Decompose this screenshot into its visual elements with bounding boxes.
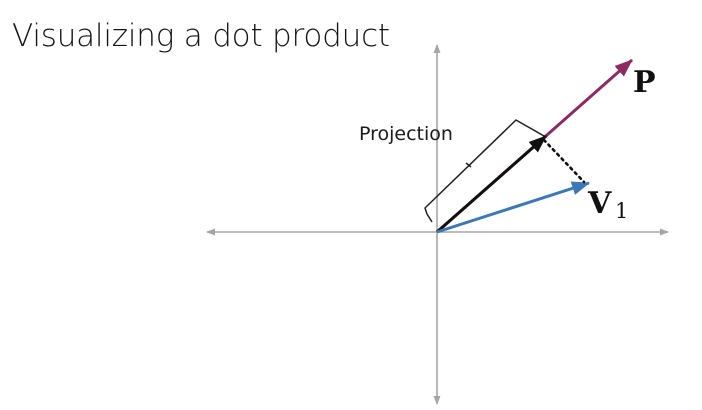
slide-title: Visualizing a dot product bbox=[12, 18, 390, 54]
vector-v1-arrow bbox=[436, 181, 590, 234]
axes bbox=[206, 44, 669, 405]
projection-dotted-line bbox=[542, 138, 586, 184]
vector-p-label: P bbox=[633, 65, 656, 100]
projection-vector-arrow bbox=[436, 134, 547, 234]
vector-v1-subscript: 1 bbox=[615, 199, 628, 223]
vector-v1-label: V bbox=[587, 186, 612, 221]
projection-brace bbox=[424, 119, 545, 215]
projection-label: Projection bbox=[359, 123, 453, 145]
